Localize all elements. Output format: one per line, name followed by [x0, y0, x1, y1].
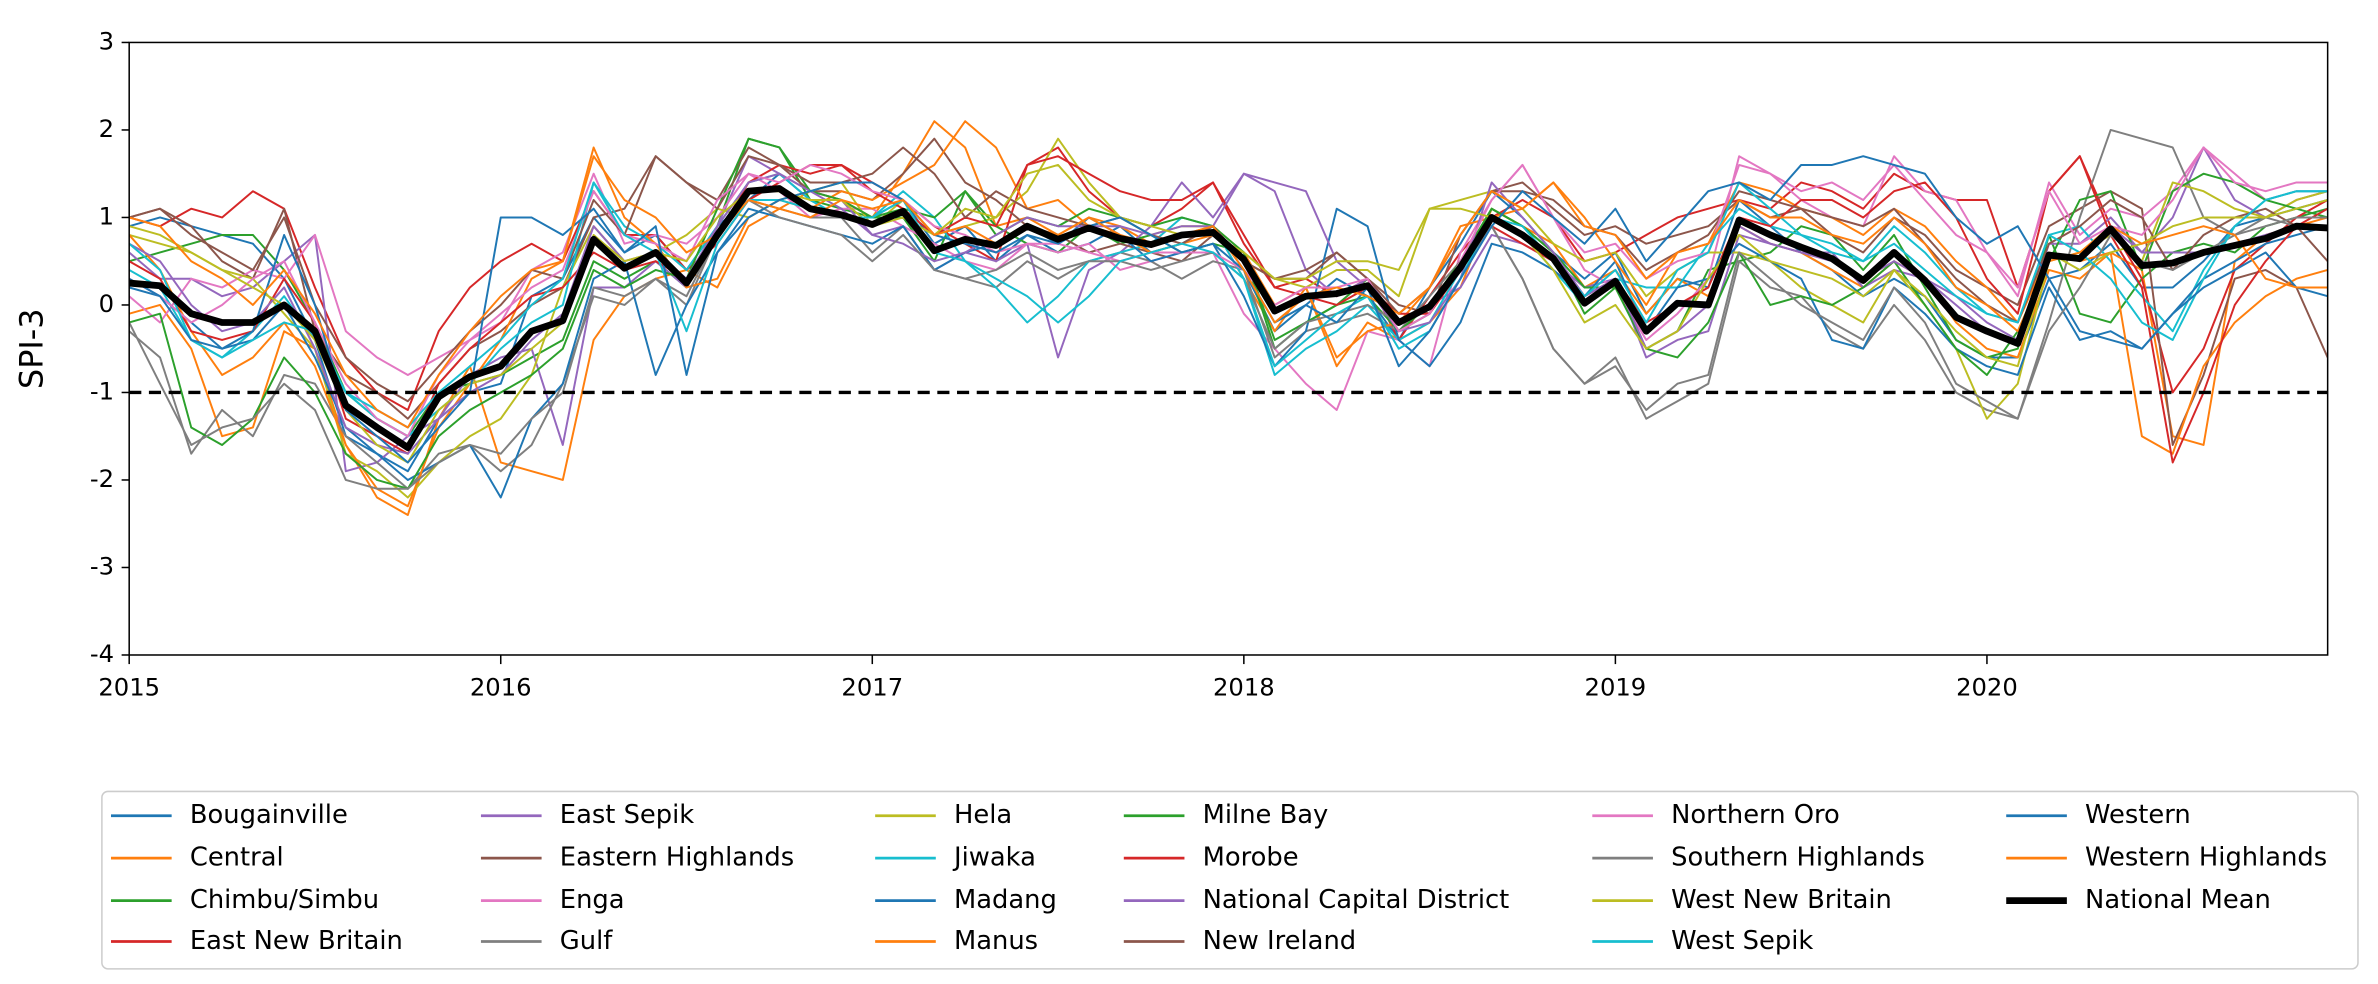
legend-label: Gulf — [560, 926, 613, 956]
series-line — [129, 146, 2328, 473]
series-line — [129, 155, 2328, 464]
series-line — [129, 207, 2328, 499]
legend-label: Madang — [954, 885, 1057, 915]
legend-label: Enga — [560, 885, 625, 915]
legend-label: New Ireland — [1203, 926, 1356, 956]
x-tick-label: 2017 — [841, 672, 903, 701]
series-line — [129, 146, 2328, 438]
y-axis-label: SPI-3 — [13, 308, 51, 389]
legend-label: West New Britain — [1671, 885, 1892, 915]
legend-label: Northern Oro — [1671, 800, 1840, 830]
plot-area: -4 -3 -2 -1 0 1 2 3 2015 2016 2017 2018 2019 2020 — [90, 26, 2329, 701]
legend-label: West Sepik — [1671, 926, 1813, 956]
y-tick-label: 0 — [99, 289, 114, 318]
legend-label: Milne Bay — [1203, 800, 1329, 830]
legend-label: Western Highlands — [2085, 843, 2327, 873]
x-tick-label: 2016 — [470, 672, 532, 701]
legend-label: Morobe — [1203, 843, 1299, 873]
series-line — [129, 155, 2328, 464]
x-tick-label: 2018 — [1213, 672, 1275, 701]
y-tick-label: 3 — [99, 26, 114, 55]
legend-label: Eastern Highlands — [560, 843, 794, 873]
series-line — [129, 137, 2328, 490]
legend-frame — [101, 790, 2359, 970]
y-tick-label: -1 — [90, 376, 114, 405]
legend-label: Bougainville — [190, 800, 348, 830]
series-line — [129, 146, 2328, 411]
legend-label: Chimbu/Simbu — [190, 885, 379, 915]
y-tick-label: -4 — [90, 639, 114, 668]
x-tick-label: 2019 — [1585, 672, 1647, 701]
legend-label: National Mean — [2085, 885, 2271, 915]
series-line — [129, 185, 2328, 452]
legend-label: East Sepik — [560, 800, 695, 830]
legend: Bougainville Central Chimbu/Simbu East New … — [101, 790, 2359, 970]
series-line — [129, 146, 2328, 411]
legend-label: Manus — [954, 926, 1038, 956]
y-tick-label: 2 — [99, 114, 114, 143]
y-tick-label: -3 — [90, 551, 114, 580]
legend-label: Jiwaka — [952, 843, 1036, 873]
x-tick-label: 2015 — [98, 672, 160, 701]
series-line — [129, 172, 2328, 455]
plot-frame — [128, 41, 2329, 656]
legend-label: National Capital District — [1203, 885, 1510, 915]
x-tick-label: 2020 — [1956, 672, 2018, 701]
legend-label: East New Britain — [190, 926, 403, 956]
y-tick-label: -2 — [90, 464, 114, 493]
series-group — [129, 120, 2328, 516]
y-tick-label: 1 — [99, 201, 114, 230]
legend-label: Western — [2085, 800, 2191, 830]
series-line — [129, 181, 2328, 429]
legend-label: Southern Highlands — [1671, 843, 1925, 873]
legend-label: Hela — [954, 800, 1012, 830]
legend-label: Central — [190, 843, 284, 873]
series-line — [129, 172, 2328, 438]
